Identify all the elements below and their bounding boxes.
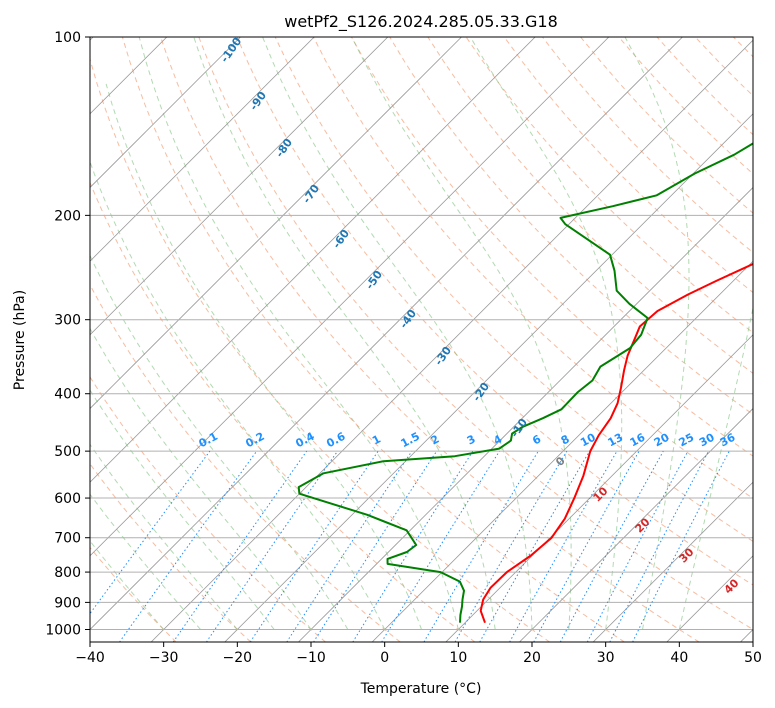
dry-adiabat-line xyxy=(90,462,252,642)
dry-adiabat-line xyxy=(236,37,753,586)
isotherm-line xyxy=(90,37,241,189)
isotherm-line xyxy=(519,407,753,642)
dry-adiabat-line xyxy=(160,37,700,642)
y-tick-label: 800 xyxy=(54,565,81,581)
moist-adiabat-line xyxy=(678,305,753,630)
dry-adiabat-line xyxy=(90,546,177,642)
mixing-ratio-label: 36 xyxy=(718,431,738,450)
mixing-ratio-line xyxy=(119,450,258,642)
mixing-ratio-line xyxy=(632,450,730,642)
dry-adiabat-line xyxy=(198,37,753,631)
x-tick-label: 50 xyxy=(744,650,762,666)
mixing-ratio-label: 10 xyxy=(578,431,598,450)
y-tick-label: 1000 xyxy=(45,623,81,639)
mixing-ratio-line xyxy=(381,450,500,642)
mixing-ratio-lines xyxy=(90,450,730,642)
isotherm-line xyxy=(90,37,462,410)
x-axis-label: Temperature (°C) xyxy=(360,681,482,697)
x-tick-label: 10 xyxy=(449,650,467,666)
mixing-ratio-label: 25 xyxy=(677,431,697,450)
moist-adiabat-line xyxy=(262,37,533,630)
moist-adiabat-line xyxy=(90,540,165,630)
isotherm-line xyxy=(90,37,315,262)
dry-adiabat-line xyxy=(90,181,476,642)
mixing-ratio-label: 20 xyxy=(652,431,672,450)
mixing-ratio-line xyxy=(172,450,308,642)
mixing-ratio-label: 16 xyxy=(628,431,648,450)
mixing-ratio-line xyxy=(559,450,664,642)
moist-adiabat-line xyxy=(105,83,422,630)
moist-adiabat-line xyxy=(469,37,623,630)
dry-adiabat-line xyxy=(90,57,550,642)
isotherm-line xyxy=(90,37,610,557)
plot-area: 0.1 0.2 0.4 0.6 1 1.5 2 3 4 6 8 10 13 16 20 25 30 36-100-… xyxy=(90,37,753,642)
moist-adiabat-line xyxy=(351,37,572,630)
y-tick-label: 500 xyxy=(54,444,81,460)
mixing-ratio-label: 30 xyxy=(697,431,717,450)
sounding-traces xyxy=(297,142,753,624)
y-tick-label: 700 xyxy=(54,531,81,547)
moist-adiabat-line xyxy=(193,37,496,630)
isotherm-line xyxy=(298,186,753,642)
moist-adiabat-line xyxy=(624,37,690,630)
moist-adiabats xyxy=(90,37,753,630)
moist-adiabat-line xyxy=(90,160,386,630)
isotherm-line xyxy=(371,260,753,642)
moist-adiabat-line xyxy=(90,443,238,630)
x-tick-label: −10 xyxy=(296,650,326,666)
y-tick-label: 200 xyxy=(54,208,81,224)
isotherm-line xyxy=(150,39,753,642)
y-tick-label: 600 xyxy=(54,491,81,507)
y-tick-label: 400 xyxy=(54,387,81,403)
x-tick-label: 20 xyxy=(523,650,541,666)
isotherm-line xyxy=(90,37,389,336)
dry-adiabat-line xyxy=(389,37,753,415)
dry-adiabat-line xyxy=(121,37,625,642)
y-tick-label: 900 xyxy=(54,595,81,611)
dry-adiabat-line xyxy=(503,37,753,294)
dry-adiabat-line xyxy=(427,37,753,374)
y-axis-label: Pressure (hPa) xyxy=(12,290,28,390)
isotherm-line xyxy=(224,113,753,642)
dry-adiabat-line xyxy=(90,283,401,642)
moist-adiabat-line xyxy=(90,254,349,630)
mixing-ratio-line xyxy=(533,450,640,642)
x-tick-label: 0 xyxy=(380,650,389,666)
mixing-ratio-label: 13 xyxy=(606,431,626,450)
y-tick-label: 100 xyxy=(54,30,81,46)
x-tick-label: −40 xyxy=(75,650,105,666)
dry-adiabat-line xyxy=(90,376,326,642)
chart-title: wetPf2_S126.2024.285.05.33.G18 xyxy=(284,12,558,32)
x-tick-label: −20 xyxy=(223,650,253,666)
pressure-gridlines xyxy=(90,37,753,630)
x-tick-label: −30 xyxy=(149,650,179,666)
mixing-ratio-line xyxy=(90,450,211,615)
mixing-ratio-line xyxy=(509,450,618,642)
isotherm-line xyxy=(90,37,536,483)
mixing-ratio-line xyxy=(286,450,413,642)
mixing-ratio-line xyxy=(249,450,379,642)
dewpoint-trace xyxy=(297,142,753,623)
mixing-ratio-line xyxy=(313,450,438,642)
y-tick-label: 300 xyxy=(54,313,81,329)
x-axis: −40 −30 −20 −10 0 10 20 30 40 50 xyxy=(75,642,762,666)
isotherm-line xyxy=(592,481,753,642)
y-axis: 100 200 300 400 500 600 700 800 900 1000 xyxy=(45,30,90,639)
moist-adiabat-line xyxy=(90,493,201,630)
mixing-ratio-line xyxy=(352,450,474,642)
x-tick-label: 30 xyxy=(597,650,615,666)
mixing-ratio-line xyxy=(205,450,339,642)
isotherm-line xyxy=(90,37,683,631)
x-tick-label: 40 xyxy=(670,650,688,666)
moist-adiabat-line xyxy=(90,389,275,630)
plot-frame xyxy=(89,36,754,643)
